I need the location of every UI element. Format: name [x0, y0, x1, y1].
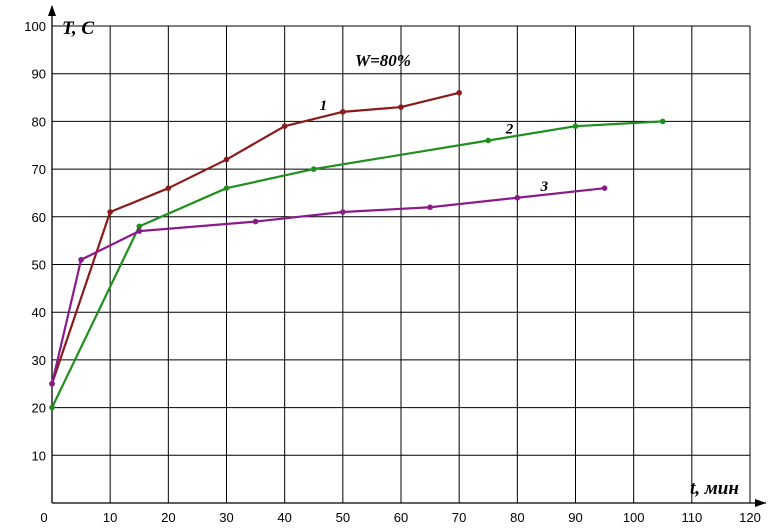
x-axis-arrow: [755, 499, 766, 507]
x-tick-label: 70: [452, 510, 466, 525]
grid: [52, 25, 751, 503]
x-tick-label: 0: [40, 510, 47, 525]
data-point: [281, 123, 288, 129]
axes: [48, 5, 766, 507]
data-point: [456, 89, 462, 96]
x-tick-label: 100: [623, 510, 645, 525]
data-point: [310, 166, 317, 172]
data-point: [514, 194, 521, 201]
y-tick-label: 40: [32, 305, 46, 320]
series-line-1: [50, 91, 460, 385]
x-tick-label: 120: [739, 510, 761, 525]
annotation: W=80%: [355, 51, 411, 70]
data-point: [601, 185, 608, 191]
data-point: [252, 218, 259, 225]
y-tick-label: 70: [32, 162, 46, 177]
data-point: [49, 380, 55, 387]
y-axis-arrow: [48, 5, 56, 16]
data-point: [223, 185, 230, 191]
x-tick-labels: 0 10 20 30 40 50 60 70 80 90 100 110 120: [40, 510, 760, 525]
x-tick-label: 80: [510, 510, 524, 525]
y-tick-labels: 10 20 30 40 50 60 70 80 90 100: [24, 19, 46, 463]
x-tick-label: 40: [277, 510, 291, 525]
data-point: [485, 137, 492, 144]
data-point: [223, 156, 230, 163]
series-label-3: 3: [540, 179, 549, 195]
y-tick-label: 10: [32, 448, 46, 463]
x-tick-label: 60: [394, 510, 408, 525]
x-tick-label: 50: [336, 510, 350, 525]
x-tick-label: 110: [681, 510, 702, 525]
y-tick-label: 90: [32, 67, 46, 82]
data-point: [398, 104, 404, 110]
x-tick-label: 30: [219, 510, 233, 525]
data-point: [340, 209, 346, 215]
x-tick-label: 90: [568, 510, 582, 525]
y-tick-label: 60: [32, 210, 46, 225]
x-tick-label: 20: [161, 510, 175, 525]
y-tick-label: 100: [24, 19, 46, 34]
series-line-3: [50, 187, 605, 385]
data-point: [165, 185, 172, 191]
y-tick-label: 20: [32, 401, 46, 416]
series-label-2: 2: [505, 122, 514, 138]
data-point: [427, 204, 433, 211]
x-axis-label: t, мин: [690, 478, 739, 499]
data-point: [659, 118, 666, 125]
data-point: [136, 228, 143, 234]
series-group: 1 2 3: [49, 89, 666, 411]
data-point: [340, 109, 346, 115]
data-point: [136, 223, 143, 230]
data-point: [572, 123, 579, 129]
data-point: [78, 256, 84, 263]
data-point: [107, 209, 113, 215]
y-axis-label: T, C: [62, 18, 94, 39]
series-label-1: 1: [320, 98, 328, 114]
y-tick-label: 50: [32, 258, 46, 273]
data-point: [49, 404, 55, 411]
y-tick-label: 80: [32, 114, 46, 129]
x-tick-label: 10: [103, 510, 117, 525]
y-tick-label: 30: [32, 353, 46, 368]
